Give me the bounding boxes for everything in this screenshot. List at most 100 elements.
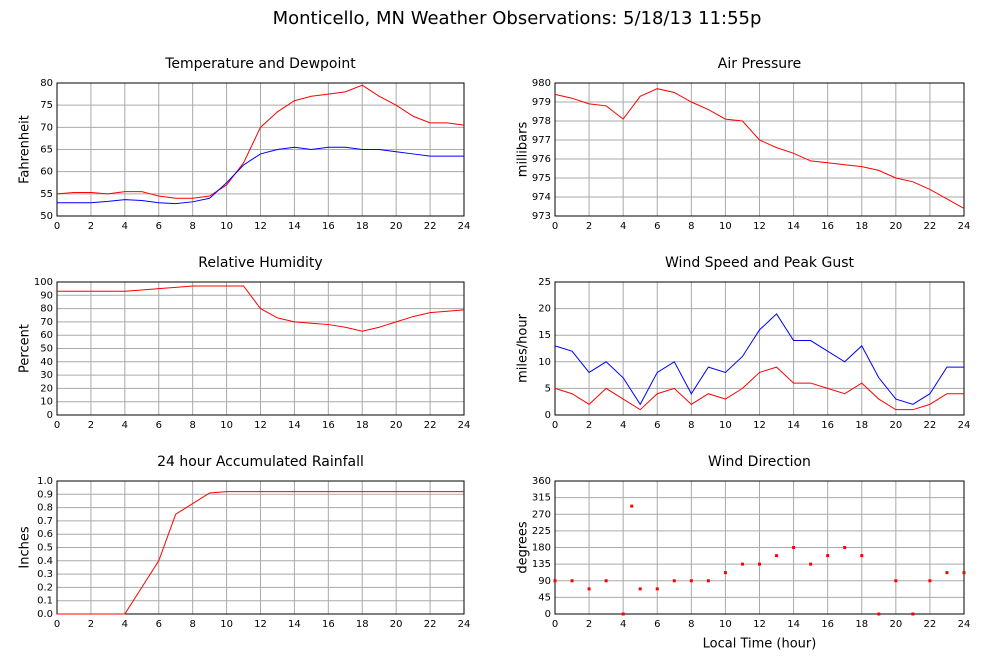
y-axis-label: miles/hour (516, 313, 531, 382)
y-tick-label: 360 (532, 476, 551, 487)
x-tick-label: 18 (855, 619, 868, 630)
panel-title: Air Pressure (718, 56, 801, 72)
point (570, 579, 574, 583)
panel-title: Wind Speed and Peak Gust (665, 255, 854, 271)
x-tick-label: 20 (390, 619, 403, 630)
panel-title: Relative Humidity (198, 255, 322, 271)
x-tick-label: 4 (620, 221, 626, 232)
point (894, 579, 898, 583)
point (587, 587, 591, 591)
x-tick-label: 8 (189, 420, 195, 431)
point (809, 562, 813, 566)
y-tick-label: 0 (545, 410, 551, 421)
x-tick-label: 8 (189, 221, 195, 232)
panel-title: Wind Direction (708, 454, 811, 470)
panel-title: 24 hour Accumulated Rainfall (157, 454, 364, 470)
y-tick-label: 90 (40, 290, 53, 301)
y-tick-label: 0.2 (37, 582, 53, 593)
y-tick-label: 0.7 (37, 516, 53, 527)
y-tick-label: 0.4 (37, 556, 53, 567)
x-tick-label: 8 (688, 420, 694, 431)
x-tick-label: 14 (288, 619, 301, 630)
y-tick-label: 50 (40, 211, 53, 222)
x-tick-label: 2 (88, 420, 94, 431)
x-tick-label: 8 (688, 619, 694, 630)
x-tick-label: 12 (254, 420, 267, 431)
point (877, 612, 881, 616)
x-tick-label: 22 (924, 221, 937, 232)
x-tick-label: 14 (787, 619, 800, 630)
x-tick-label: 0 (552, 619, 558, 630)
x-tick-label: 16 (821, 420, 834, 431)
x-tick-label: 10 (719, 420, 732, 431)
y-tick-label: 0.5 (37, 543, 53, 554)
y-tick-label: 1.0 (37, 476, 53, 487)
x-tick-label: 12 (753, 420, 766, 431)
x-tick-label: 14 (288, 420, 301, 431)
y-tick-label: 0.1 (37, 596, 53, 607)
point (911, 612, 915, 616)
x-tick-label: 2 (586, 619, 592, 630)
y-tick-label: 40 (40, 357, 53, 368)
y-axis-label: Fahrenheit (18, 115, 33, 184)
y-tick-label: 0 (545, 609, 551, 620)
y-tick-label: 10 (538, 357, 551, 368)
point (655, 587, 659, 591)
x-tick-label: 2 (586, 420, 592, 431)
point (758, 562, 761, 566)
point (945, 571, 949, 575)
x-tick-label: 4 (620, 619, 626, 630)
y-tick-label: 80 (40, 78, 53, 89)
x-tick-label: 24 (458, 420, 471, 431)
x-tick-label: 24 (958, 420, 971, 431)
y-tick-label: 980 (532, 78, 551, 89)
x-axis-label: Local Time (hour) (703, 637, 817, 652)
y-tick-label: 65 (40, 145, 53, 156)
y-tick-label: 270 (532, 509, 551, 520)
x-tick-label: 16 (322, 420, 335, 431)
x-tick-label: 18 (356, 619, 369, 630)
y-axis-label: Inches (18, 526, 33, 568)
point (826, 554, 830, 558)
x-tick-label: 4 (122, 420, 128, 431)
y-tick-label: 0.3 (37, 569, 53, 580)
series-line (554, 366, 964, 411)
x-tick-label: 20 (390, 221, 403, 232)
x-tick-label: 12 (753, 619, 766, 630)
point (928, 579, 932, 583)
series-line (57, 146, 464, 205)
x-tick-label: 4 (122, 619, 128, 630)
y-tick-label: 978 (532, 116, 551, 127)
y-tick-label: 10 (40, 397, 53, 408)
series-line (56, 84, 465, 199)
series-line (554, 88, 965, 209)
x-tick-label: 22 (424, 420, 437, 431)
x-tick-label: 10 (220, 619, 233, 630)
point (553, 579, 557, 583)
x-tick-label: 10 (719, 221, 732, 232)
y-tick-label: 975 (532, 173, 551, 184)
y-tick-label: 15 (538, 330, 551, 341)
y-tick-label: 0.9 (37, 489, 53, 500)
point (604, 579, 608, 583)
x-tick-label: 6 (654, 420, 660, 431)
x-tick-label: 8 (688, 221, 694, 232)
x-tick-label: 14 (288, 221, 301, 232)
x-tick-label: 10 (220, 420, 233, 431)
y-tick-label: 973 (532, 211, 551, 222)
point (638, 587, 642, 591)
y-tick-label: 55 (40, 189, 53, 200)
point (740, 562, 744, 566)
y-tick-label: 60 (40, 167, 53, 178)
x-tick-label: 16 (322, 221, 335, 232)
x-tick-label: 8 (189, 619, 195, 630)
y-tick-label: 60 (40, 330, 53, 341)
x-tick-label: 10 (220, 221, 233, 232)
x-tick-label: 22 (924, 619, 937, 630)
plot-frame (554, 82, 965, 217)
y-axis-label: degrees (516, 521, 531, 574)
y-tick-label: 20 (538, 304, 551, 315)
plot-frame (554, 281, 965, 416)
plot-frame (554, 480, 965, 615)
panel-title: Temperature and Dewpoint (164, 56, 356, 72)
